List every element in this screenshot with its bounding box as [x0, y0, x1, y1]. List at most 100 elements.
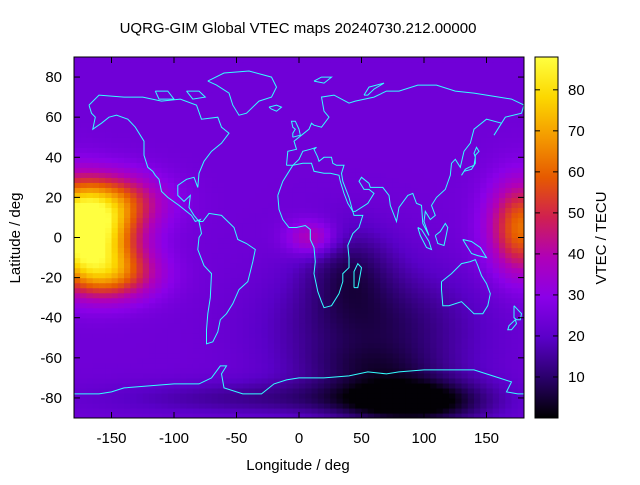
heatmap-cell: [355, 338, 362, 344]
heatmap-cell: [399, 403, 406, 409]
heatmap-cell: [505, 177, 512, 183]
heatmap-cell: [493, 253, 500, 259]
heatmap-cell: [387, 177, 394, 183]
heatmap-cell: [124, 278, 131, 284]
heatmap-cell: [80, 67, 87, 73]
heatmap-cell: [268, 82, 275, 88]
heatmap-cell: [155, 308, 162, 314]
heatmap-cell: [505, 162, 512, 168]
heatmap-cell: [299, 388, 306, 394]
heatmap-cell: [193, 202, 200, 208]
heatmap-cell: [280, 288, 287, 294]
heatmap-cell: [318, 127, 325, 133]
heatmap-cell: [80, 222, 87, 228]
heatmap-cell: [468, 383, 475, 389]
heatmap-cell: [468, 328, 475, 334]
heatmap-cell: [443, 298, 450, 304]
heatmap-cell: [262, 258, 269, 264]
heatmap-cell: [243, 333, 250, 339]
heatmap-cell: [199, 82, 206, 88]
heatmap-cell: [80, 137, 87, 143]
heatmap-cell: [443, 72, 450, 78]
heatmap-cell: [112, 97, 119, 103]
heatmap-cell: [87, 217, 94, 223]
heatmap-cell: [124, 182, 131, 188]
heatmap-cell: [237, 97, 244, 103]
heatmap-cell: [212, 348, 219, 354]
heatmap-cell: [230, 243, 237, 249]
heatmap-cell: [212, 403, 219, 409]
heatmap-cell: [480, 358, 487, 364]
heatmap-cell: [212, 293, 219, 299]
heatmap-cell: [387, 273, 394, 279]
heatmap-cell: [312, 172, 319, 178]
heatmap-cell: [205, 67, 212, 73]
heatmap-cell: [424, 197, 431, 203]
heatmap-cell: [218, 308, 225, 314]
heatmap-cell: [293, 253, 300, 259]
heatmap-cell: [93, 192, 100, 198]
heatmap-cell: [162, 263, 169, 269]
heatmap-cell: [337, 398, 344, 404]
heatmap-cell: [118, 157, 125, 163]
heatmap-cell: [193, 207, 200, 213]
heatmap-cell: [312, 303, 319, 309]
heatmap-cell: [124, 132, 131, 138]
heatmap-cell: [362, 157, 369, 163]
heatmap-cell: [99, 398, 106, 404]
heatmap-cell: [187, 373, 194, 379]
heatmap-cell: [387, 278, 394, 284]
heatmap-cell: [143, 333, 150, 339]
heatmap-cell: [262, 283, 269, 289]
heatmap-cell: [412, 278, 419, 284]
heatmap-cell: [393, 283, 400, 289]
heatmap-cell: [312, 72, 319, 78]
heatmap-cell: [505, 212, 512, 218]
heatmap-cell: [468, 273, 475, 279]
heatmap-cell: [224, 358, 231, 364]
heatmap-cell: [493, 318, 500, 324]
heatmap-cell: [480, 353, 487, 359]
heatmap-cell: [474, 212, 481, 218]
heatmap-cell: [112, 318, 119, 324]
heatmap-cell: [343, 77, 350, 83]
heatmap-cell: [174, 373, 181, 379]
heatmap-cell: [405, 232, 412, 238]
heatmap-cell: [374, 338, 381, 344]
heatmap-cell: [299, 117, 306, 123]
heatmap-cell: [280, 323, 287, 329]
heatmap-cell: [168, 278, 175, 284]
heatmap-cell: [318, 253, 325, 259]
heatmap-cell: [330, 187, 337, 193]
heatmap-cell: [474, 167, 481, 173]
heatmap-cell: [230, 77, 237, 83]
heatmap-cell: [437, 97, 444, 103]
heatmap-cell: [168, 323, 175, 329]
heatmap-cell: [412, 308, 419, 314]
heatmap-cell: [380, 278, 387, 284]
heatmap-cell: [149, 318, 156, 324]
heatmap-cell: [505, 207, 512, 213]
heatmap-cell: [299, 258, 306, 264]
heatmap-cell: [193, 363, 200, 369]
heatmap-cell: [374, 288, 381, 294]
heatmap-cell: [243, 293, 250, 299]
heatmap-cell: [387, 227, 394, 233]
heatmap-cell: [193, 117, 200, 123]
heatmap-cell: [318, 338, 325, 344]
heatmap-cell: [299, 92, 306, 98]
heatmap-cell: [424, 92, 431, 98]
heatmap-cell: [418, 212, 425, 218]
heatmap-cell: [124, 343, 131, 349]
heatmap-cell: [424, 313, 431, 319]
heatmap-cell: [462, 222, 469, 228]
heatmap-cell: [130, 323, 137, 329]
heatmap-cell: [93, 187, 100, 193]
heatmap-cell: [99, 217, 106, 223]
heatmap-cell: [443, 167, 450, 173]
heatmap-cell: [130, 87, 137, 93]
heatmap-cell: [487, 238, 494, 244]
heatmap-cell: [93, 222, 100, 228]
heatmap-cell: [312, 408, 319, 414]
heatmap-cell: [137, 358, 144, 364]
